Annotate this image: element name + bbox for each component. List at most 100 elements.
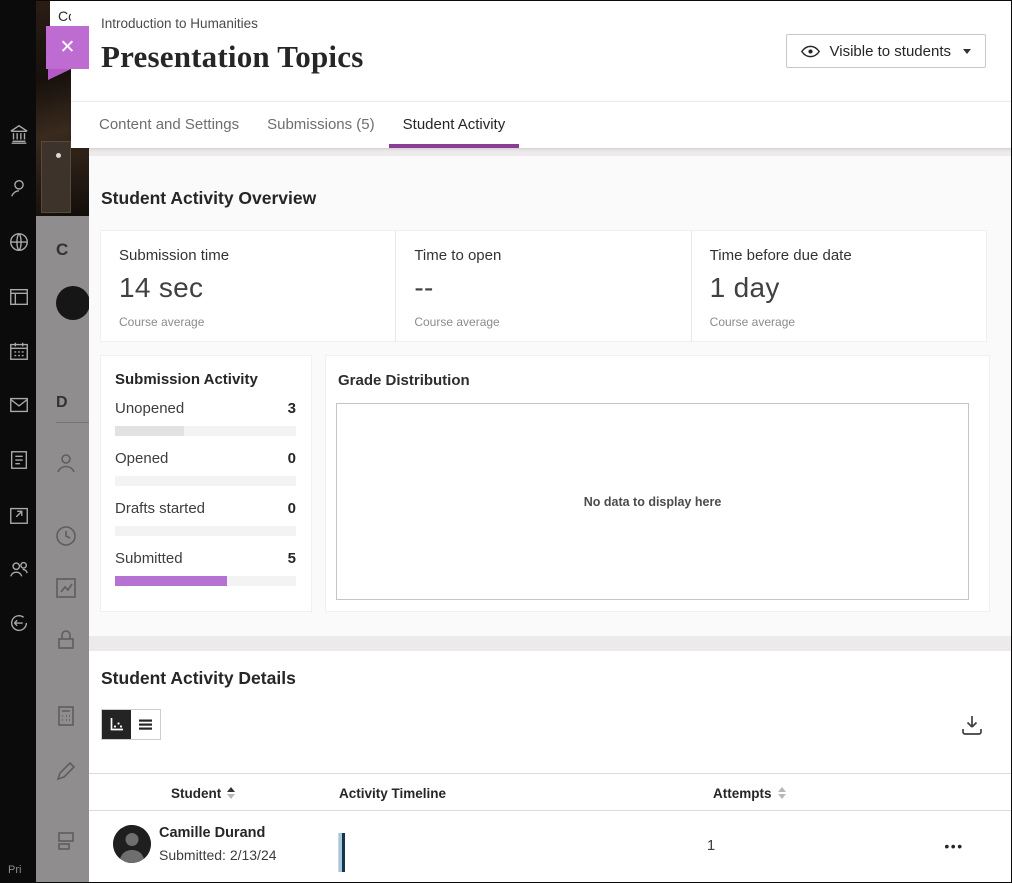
row-label: Unopened	[115, 400, 185, 417]
row-options-menu-button[interactable]: •••	[934, 828, 974, 864]
activity-timeline-marker[interactable]	[338, 833, 345, 872]
progress-track	[115, 526, 296, 536]
row-count: 0	[287, 450, 296, 467]
dimmed-letter-d: D	[56, 394, 68, 411]
row-label: Submitted	[115, 550, 183, 567]
course-thumbnail	[41, 141, 71, 213]
overview-stats-row: Submission time 14 sec Course average Ti…	[101, 231, 986, 341]
avatar	[113, 825, 151, 863]
progress-fill	[115, 576, 228, 586]
close-button-tail	[48, 69, 71, 80]
row-count: 0	[287, 500, 296, 517]
tab-content-and-settings[interactable]: Content and Settings	[99, 116, 240, 133]
student-name[interactable]: Camille Durand	[159, 825, 266, 841]
stat-time-to-open: Time to open -- Course average	[396, 231, 692, 341]
stat-label: Time before due date	[709, 247, 852, 264]
eye-icon	[800, 45, 820, 58]
profile-icon[interactable]	[8, 177, 30, 199]
download-icon	[960, 715, 984, 739]
stat-value: --	[414, 272, 434, 303]
stat-caption: Course average	[414, 315, 500, 329]
grade-distribution-chart-area: No data to display here	[336, 403, 969, 600]
course-breadcrumb: Introduction to Humanities	[101, 16, 258, 31]
person-icon	[54, 451, 78, 475]
courses-icon[interactable]	[8, 286, 30, 308]
privacy-link[interactable]: Pri	[8, 864, 22, 876]
empty-chart-message: No data to display here	[583, 494, 722, 509]
column-label: Student	[171, 785, 222, 801]
progress-track	[115, 576, 296, 586]
pencil-icon	[54, 759, 78, 783]
activity-icon[interactable]	[8, 504, 30, 526]
gradebook-icon[interactable]	[8, 449, 30, 471]
dim-scrim: C D	[36, 216, 90, 882]
dimmed-divider	[56, 422, 89, 423]
thumbnail-dot	[56, 153, 61, 158]
clock-icon	[54, 524, 78, 548]
sort-icon	[777, 787, 786, 799]
lock-icon	[54, 628, 78, 652]
column-label: Activity Timeline	[339, 785, 447, 801]
institution-icon[interactable]	[8, 123, 30, 145]
chevron-down-icon	[963, 48, 971, 54]
globe-icon[interactable]	[8, 231, 30, 253]
tab-submissions[interactable]: Submissions (5)	[267, 116, 375, 133]
column-header-activity-timeline: Activity Timeline	[339, 774, 446, 812]
list-icon	[138, 717, 153, 732]
row-label: Drafts started	[115, 500, 206, 517]
progress-track	[115, 426, 296, 436]
messages-icon[interactable]	[8, 394, 30, 416]
tab-student-activity[interactable]: Student Activity	[388, 102, 520, 148]
list-view-button[interactable]	[131, 710, 160, 739]
progress-track	[115, 476, 296, 486]
calculator-icon	[54, 704, 78, 728]
scatter-chart-icon	[109, 717, 124, 732]
grade-distribution-card: Grade Distribution No data to display he…	[326, 356, 989, 611]
table-row[interactable]: Camille Durand Submitted: 2/13/24 1 •••	[89, 811, 1011, 882]
stat-label: Submission time	[119, 247, 230, 264]
column-header-attempts[interactable]: Attempts	[713, 774, 786, 812]
visibility-dropdown[interactable]: Visible to students	[785, 34, 986, 68]
sort-icon-ascending	[227, 787, 236, 799]
tab-bar: Content and Settings Submissions (5) Stu…	[71, 101, 1011, 148]
stat-caption: Course average	[709, 315, 796, 329]
row-count: 5	[287, 550, 296, 567]
global-nav-rail: Pri	[1, 1, 36, 882]
progress-fill	[115, 426, 184, 436]
page-title: Presentation Topics	[101, 39, 364, 74]
download-button[interactable]	[957, 711, 987, 741]
submission-row-opened: Opened 0	[115, 449, 296, 486]
stat-caption: Course average	[119, 315, 205, 329]
table-header: Student Activity Timeline Attempts	[89, 773, 1011, 812]
stat-time-before-due-date: Time before due date 1 day Course averag…	[692, 231, 986, 341]
stat-value: 14 sec	[119, 272, 204, 303]
overview-heading: Student Activity Overview	[101, 188, 317, 208]
student-activity-overview-section: Student Activity Overview Submission tim…	[89, 156, 1011, 636]
calendar-icon[interactable]	[8, 340, 30, 362]
dimmed-letter-c: C	[56, 240, 69, 259]
column-header-student[interactable]: Student	[171, 774, 236, 812]
column-label: Attempts	[713, 785, 772, 801]
details-heading: Student Activity Details	[101, 668, 296, 688]
panel-header: Introduction to Humanities Presentation …	[71, 1, 1011, 101]
visibility-label: Visible to students	[829, 42, 951, 60]
row-count: 3	[287, 400, 296, 417]
submission-row-unopened: Unopened 3	[115, 399, 296, 436]
submission-row-drafts-started: Drafts started 0	[115, 499, 296, 536]
submission-activity-heading: Submission Activity	[115, 371, 258, 388]
groups-icon[interactable]	[8, 558, 30, 580]
submission-status: Submitted: 2/13/24	[159, 847, 277, 863]
chart-view-button[interactable]	[102, 710, 131, 739]
view-toggle-group	[101, 709, 161, 740]
chart-icon	[54, 576, 78, 600]
stat-label: Time to open	[414, 247, 502, 264]
student-activity-details-section: Student Activity Details	[89, 651, 1011, 882]
stat-submission-time: Submission time 14 sec Course average	[101, 231, 397, 341]
close-panel-button[interactable]: ✕	[46, 26, 89, 69]
row-label: Opened	[115, 450, 169, 467]
submission-activity-card: Submission Activity Unopened 3 Opened 0 Dr…	[101, 356, 311, 611]
stat-value: 1 day	[709, 272, 780, 303]
dimmed-avatar	[56, 286, 90, 320]
signout-icon[interactable]	[8, 612, 30, 634]
